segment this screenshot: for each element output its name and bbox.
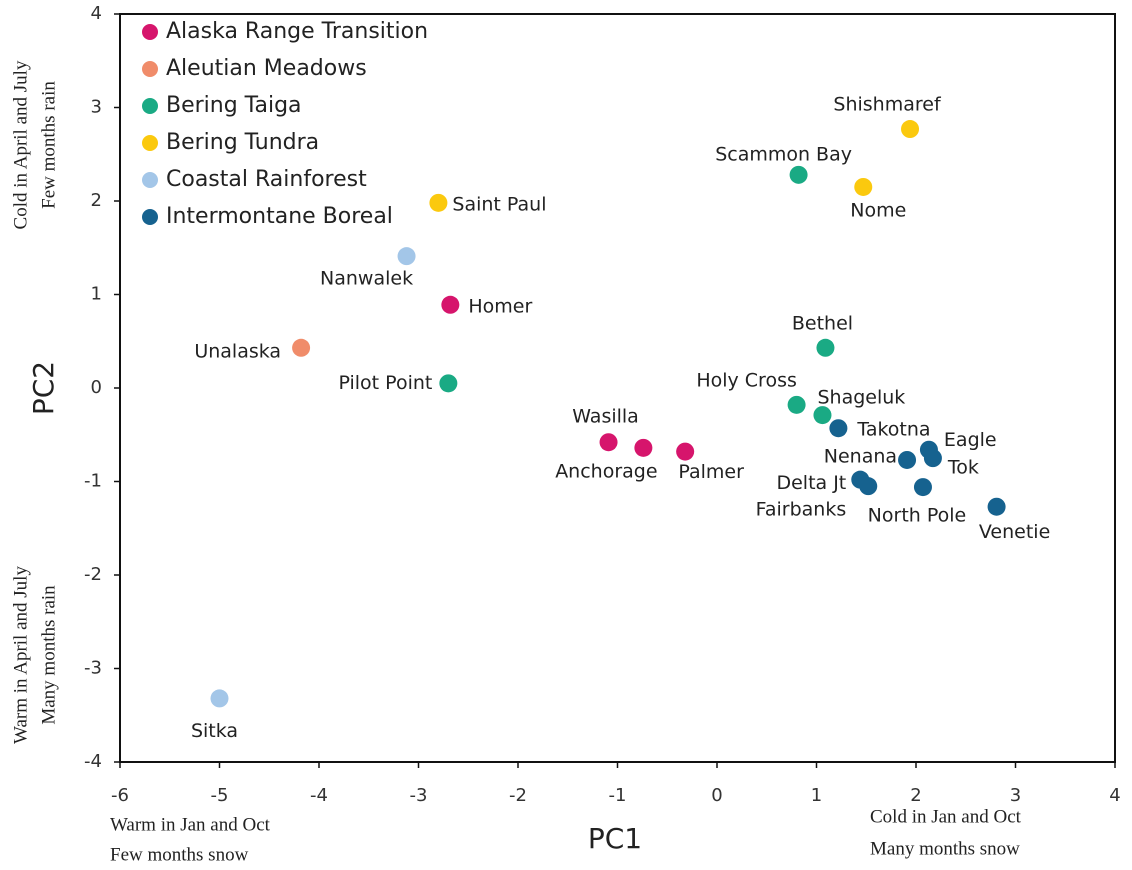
data-point <box>599 433 618 452</box>
point-label: Anchorage <box>555 460 657 482</box>
data-point <box>787 395 806 414</box>
data-point <box>898 450 917 469</box>
y-axis-title: PC2 <box>27 361 60 415</box>
point-label: Nome <box>850 199 906 221</box>
y-tick-label: 3 <box>91 97 102 118</box>
data-point <box>913 478 932 497</box>
point-label: Saint Paul <box>452 193 546 215</box>
point-label: Venetie <box>979 521 1050 543</box>
data-point <box>210 689 229 708</box>
x-annotation: Cold in Jan and Oct <box>870 806 1022 827</box>
data-point <box>292 338 311 357</box>
y-annotation: Many months rain <box>38 585 59 725</box>
legend-label: Intermontane Boreal <box>166 204 393 229</box>
data-point <box>816 338 835 357</box>
x-tick-label: -2 <box>509 785 527 806</box>
point-label: Nenana <box>824 445 897 467</box>
y-tick-label: 2 <box>91 190 102 211</box>
point-label: Delta Jt <box>776 472 846 494</box>
legend-marker <box>142 61 158 77</box>
point-label: Tok <box>947 457 979 479</box>
legend-marker <box>142 172 158 188</box>
point-label: Nanwalek <box>320 268 413 290</box>
point-label: Holy Cross <box>696 369 797 391</box>
y-tick-label: -1 <box>84 471 102 492</box>
data-point <box>813 406 832 425</box>
x-annotation: Warm in Jan and Oct <box>110 814 271 835</box>
x-tick-label: -3 <box>410 785 428 806</box>
x-tick-label: 0 <box>711 785 722 806</box>
y-annotation: Few months rain <box>38 81 59 209</box>
x-annotation: Many months snow <box>870 838 1020 859</box>
y-tick-label: 1 <box>91 284 102 305</box>
x-tick-label: -5 <box>211 785 229 806</box>
point-label: Homer <box>468 295 532 317</box>
y-annotation: Warm in April and July <box>10 566 31 744</box>
point-label: Unalaska <box>194 340 281 362</box>
x-tick-label: 2 <box>910 785 921 806</box>
y-annotation: Cold in April and July <box>10 60 31 229</box>
point-label: Scammon Bay <box>715 143 852 165</box>
x-annotation: Few months snow <box>110 844 249 865</box>
point-label: Shishmaref <box>833 94 942 116</box>
legend-marker <box>142 98 158 114</box>
legend-label: Coastal Rainforest <box>166 167 367 192</box>
data-point <box>923 449 942 468</box>
data-point <box>441 295 460 314</box>
x-axis-title: PC1 <box>588 822 642 855</box>
point-label: Wasilla <box>572 406 639 428</box>
data-point <box>987 497 1006 516</box>
data-point <box>676 442 695 461</box>
point-label: Takotna <box>856 419 930 441</box>
data-point <box>829 419 848 438</box>
x-tick-label: 3 <box>1010 785 1021 806</box>
legend-marker <box>142 135 158 151</box>
point-label: Palmer <box>678 461 744 483</box>
data-point <box>439 374 458 393</box>
point-label: Bethel <box>792 312 853 334</box>
point-label: Fairbanks <box>756 499 847 521</box>
y-tick-label: -2 <box>84 564 102 585</box>
data-point <box>429 193 448 212</box>
point-label: Pilot Point <box>338 372 432 394</box>
plot-frame <box>119 13 1116 763</box>
x-tick-label: 1 <box>811 785 822 806</box>
data-point <box>634 438 653 457</box>
x-tick-label: -4 <box>310 785 328 806</box>
legend-label: Aleutian Meadows <box>166 56 367 81</box>
x-tick-label: -1 <box>609 785 627 806</box>
point-label: Sitka <box>191 720 238 742</box>
y-tick-label: 0 <box>91 377 102 398</box>
legend-label: Bering Tundra <box>166 130 319 155</box>
point-label: North Pole <box>868 505 967 527</box>
data-point <box>854 177 873 196</box>
point-label: Eagle <box>944 429 997 451</box>
legend-label: Alaska Range Transition <box>166 19 428 44</box>
data-point <box>789 165 808 184</box>
x-tick-label: -6 <box>111 785 129 806</box>
legend-marker <box>142 24 158 40</box>
data-point <box>859 477 878 496</box>
y-tick-label: 4 <box>91 3 102 24</box>
y-tick-label: -3 <box>84 658 102 679</box>
y-tick-label: -4 <box>84 751 102 772</box>
data-point <box>397 247 416 266</box>
data-point <box>901 120 920 139</box>
x-tick-label: 4 <box>1109 785 1120 806</box>
legend-marker <box>142 209 158 225</box>
point-label: Shageluk <box>817 387 905 409</box>
legend-label: Bering Taiga <box>166 93 302 118</box>
